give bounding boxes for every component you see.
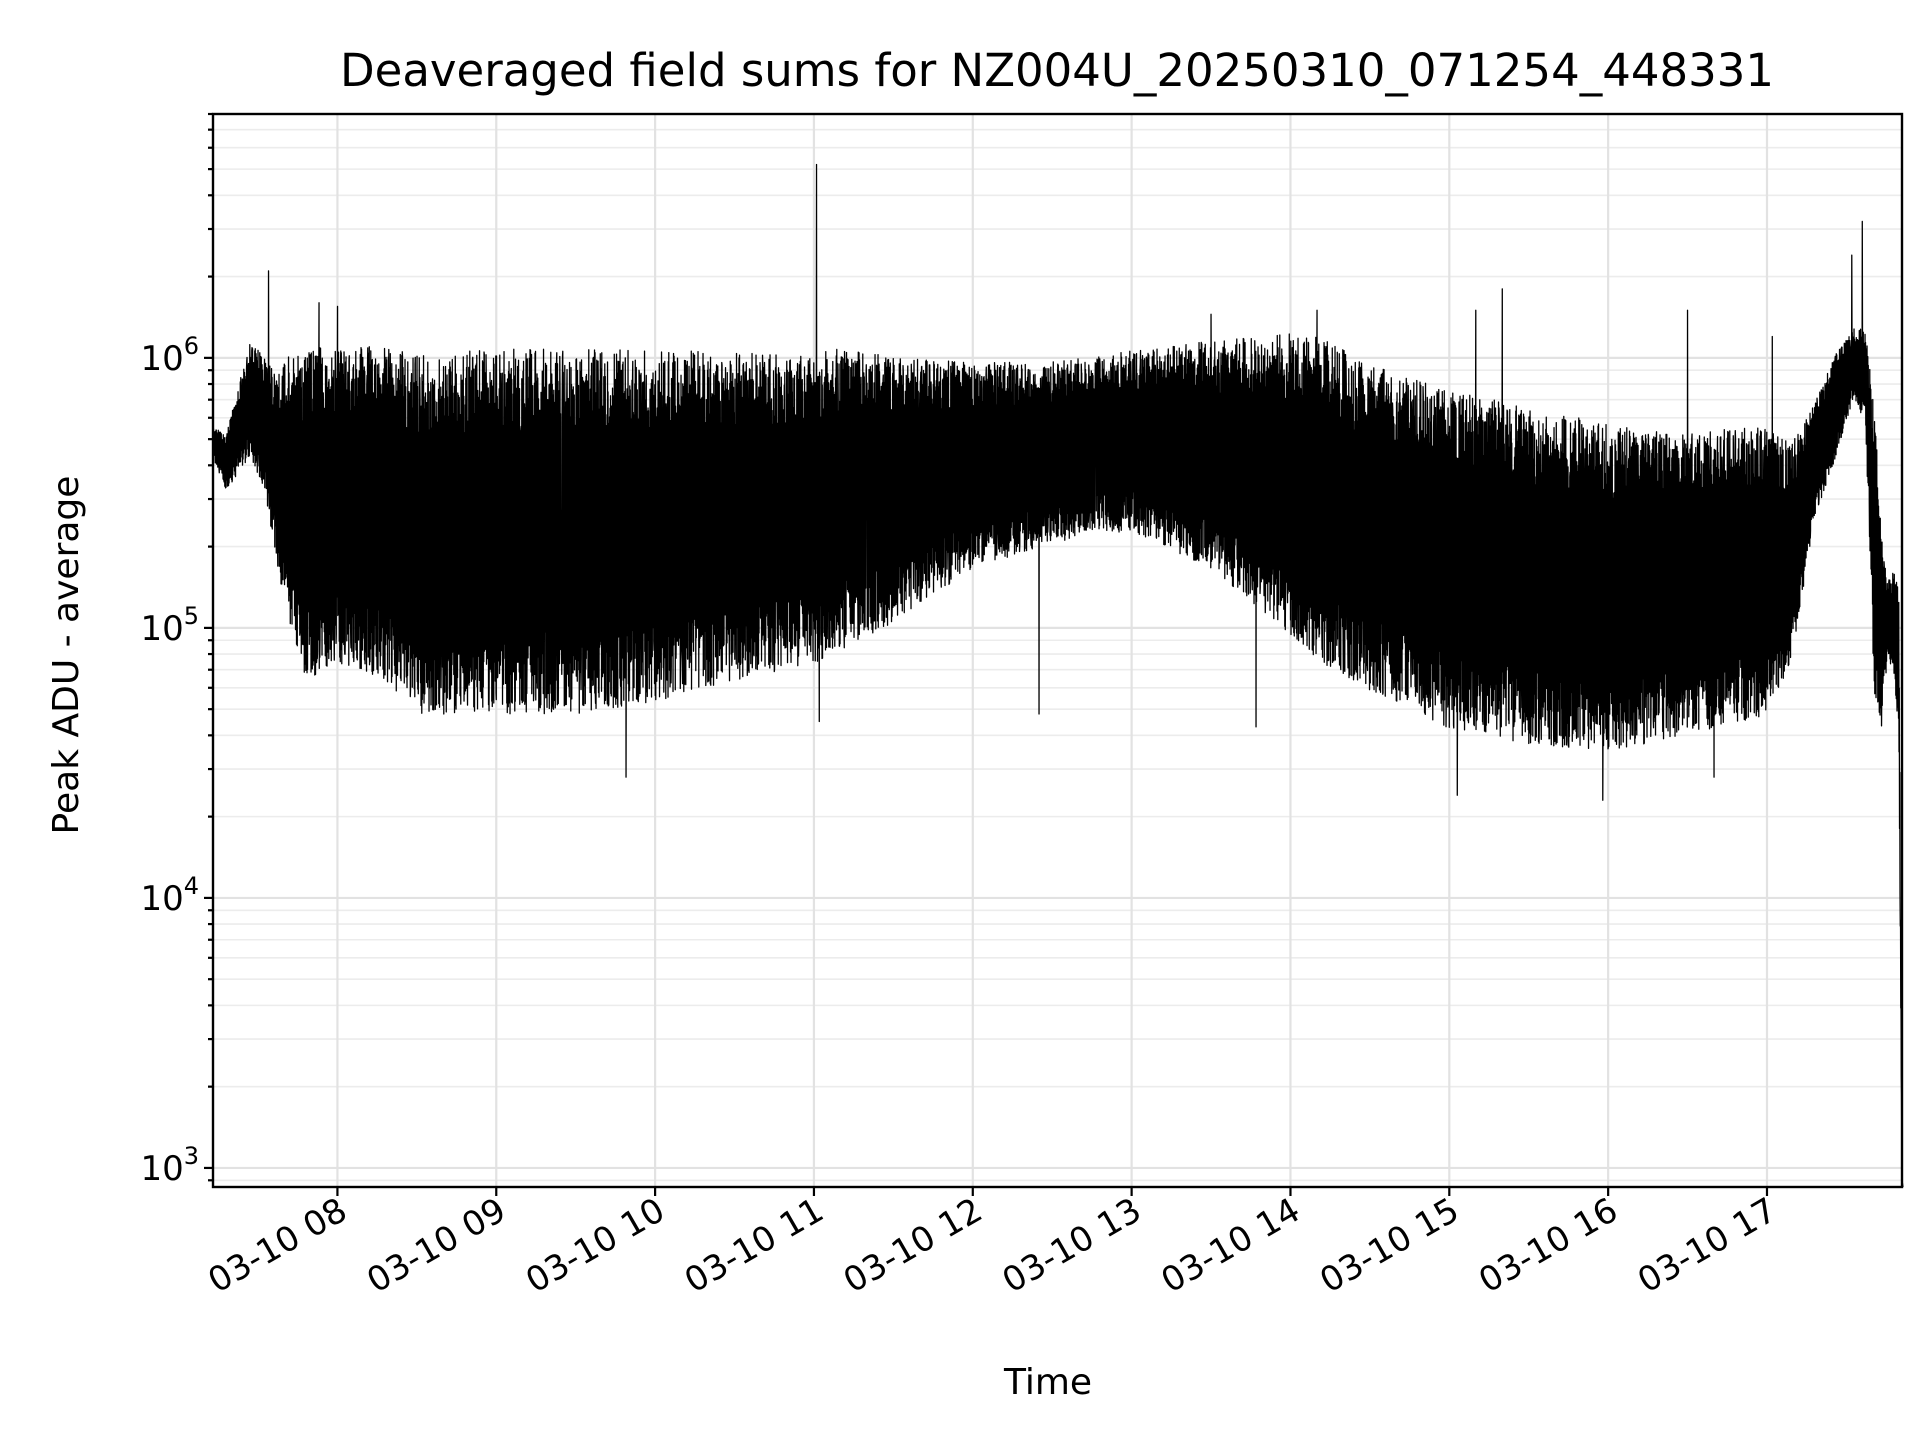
x-tick-label: 03-10 12 — [837, 1190, 989, 1301]
y-axis: 103 104 105 106 — [140, 112, 213, 1189]
x-tick-label: 03-10 11 — [678, 1190, 830, 1301]
x-tick-label: 03-10 14 — [1155, 1190, 1307, 1301]
plot-frame — [211, 112, 1904, 1189]
x-tick-label: 03-10 08 — [202, 1190, 354, 1301]
chart-title: Deaveraged field sums for NZ004U_2025031… — [340, 44, 1774, 97]
x-tick-label: 03-10 10 — [519, 1190, 671, 1301]
series-line — [212, 163, 1904, 1188]
y-tick-label: 106 — [140, 332, 199, 379]
x-axis-label: Time — [1003, 1362, 1092, 1403]
x-tick-label: 03-10 13 — [996, 1190, 1148, 1301]
y-tick-label: 103 — [140, 1142, 199, 1189]
x-tick-label: 03-10 09 — [360, 1190, 512, 1301]
x-axis: 03-10 08 03-10 09 03-10 10 03-10 11 03-10 12… — [202, 1187, 1783, 1301]
x-tick-label: 03-10 17 — [1631, 1190, 1783, 1301]
y-tick-label: 105 — [140, 602, 199, 649]
x-tick-label: 03-10 15 — [1313, 1190, 1465, 1301]
y-axis-label: Peak ADU - average — [46, 476, 87, 835]
x-tick-label: 03-10 16 — [1472, 1190, 1624, 1301]
y-tick-label: 104 — [140, 872, 199, 919]
